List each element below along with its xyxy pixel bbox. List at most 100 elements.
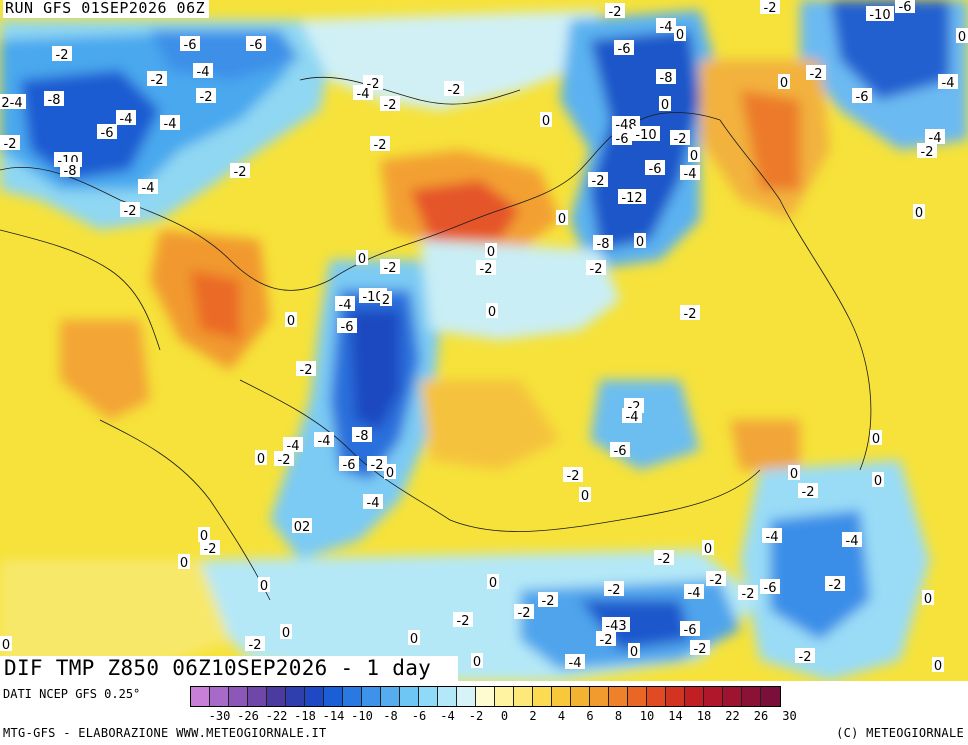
contour-label: -2	[609, 5, 622, 20]
contour-label: -2	[384, 98, 397, 113]
contour-label: 0	[282, 626, 290, 641]
contour-label-bg	[245, 636, 265, 651]
contour-label-bg	[453, 612, 473, 627]
contour-label: -8	[48, 93, 61, 108]
colorbar-tick-label: -18	[294, 709, 316, 723]
contour-label: 0	[581, 489, 589, 504]
contour-label-bg	[688, 147, 700, 162]
colorbar-swatch	[685, 687, 704, 706]
contour-label-bg	[674, 26, 686, 41]
contour-label: 0	[915, 206, 923, 221]
contour-label: -2	[56, 48, 69, 63]
contour-label: -2	[710, 573, 723, 588]
contour-label-bg	[296, 361, 316, 376]
contour-label-bg	[610, 442, 630, 457]
contour-label-bg	[408, 630, 420, 645]
colorbar-tick-label: -14	[322, 709, 345, 723]
colorbar-swatch	[248, 687, 267, 706]
colorbar-swatch	[609, 687, 628, 706]
contour-label-bg	[0, 94, 26, 109]
contour-label-bg	[356, 250, 368, 265]
contour-label: -2	[249, 638, 262, 653]
contour-label-bg	[680, 305, 700, 320]
contour-label-bg	[200, 540, 220, 555]
contour-label: -2	[600, 633, 613, 648]
contour-label-bg	[684, 584, 704, 599]
contour-label: 0	[200, 529, 208, 544]
contour-label-bg	[0, 636, 12, 651]
contour-label-bg	[586, 260, 606, 275]
contour-label: 0	[287, 314, 295, 329]
colorbar-tick-label: -4	[440, 709, 455, 723]
contour-label-bg	[476, 260, 496, 275]
colorbar-tick-label: -2	[468, 709, 484, 723]
colorbar-swatch	[419, 687, 438, 706]
credit-left: MTG-GFS - ELABORAZIONE WWW.METEOGIORNALE…	[3, 726, 327, 740]
contour-label-bg	[370, 136, 390, 151]
contour-label-bg	[738, 585, 758, 600]
contour-label: -10	[869, 8, 890, 23]
contour-label: -2	[829, 578, 842, 593]
contour-label-bg	[618, 189, 646, 204]
contour-label: 0	[487, 245, 495, 260]
contour-label: -6	[684, 623, 697, 638]
contour-label: -4	[367, 496, 380, 511]
contour-label: -4	[942, 76, 955, 91]
contour-label-bg	[938, 74, 958, 89]
contour-label-bg	[788, 465, 800, 480]
contour-label: 0	[874, 474, 882, 489]
contour-label: -4	[684, 167, 697, 182]
contour-label: -4	[142, 181, 155, 196]
contour-label: 0	[676, 28, 684, 43]
contour-label-bg	[670, 130, 690, 145]
contour-label-bg	[367, 456, 387, 471]
contour-label: -6	[614, 444, 627, 459]
contour-label: -4	[164, 117, 177, 132]
contour-label-bg	[283, 437, 303, 452]
contour-label-bg	[563, 467, 583, 482]
contour-label: -2	[674, 132, 687, 147]
contour-label-bg	[596, 631, 616, 646]
contour-label: -6	[856, 90, 869, 105]
colorbar-swatch	[191, 687, 210, 706]
map-canvas: -2-6 -6-4-2-2-82-4-4 -4-6-2-10-8 -2-4-2-2-4…	[0, 0, 968, 681]
contour-label: -2	[567, 469, 580, 484]
contour-label-bg	[760, 0, 780, 14]
colorbar-swatch	[533, 687, 552, 706]
colorbar-tick-label: 8	[614, 709, 623, 723]
contour-label-bg	[806, 65, 826, 80]
contour-label: -43	[605, 619, 626, 634]
colorbar-swatch	[362, 687, 381, 706]
contour-label: 0	[2, 638, 10, 653]
contour-label-bg	[444, 81, 464, 96]
contour-label: -2	[480, 262, 493, 277]
contour-label: 0	[872, 432, 880, 447]
contour-label-bg	[292, 518, 312, 533]
map-title: DIF TMP Z850 06Z10SEP2026 - 1 day	[0, 656, 458, 681]
contour-label: -2	[200, 90, 213, 105]
contour-label: -2	[300, 363, 313, 378]
contour-label: -4	[339, 298, 352, 313]
contour-label: 2	[382, 293, 390, 308]
contour-label: -2	[151, 73, 164, 88]
colorbar-swatch	[552, 687, 571, 706]
contour-label-bg	[612, 130, 632, 145]
contour-label-bg	[246, 36, 266, 51]
contour-label: -2	[742, 587, 755, 602]
temperature-map[interactable]: -2 -6 -6 -4 -2 -2 -8 2-4 -4 -4 -6 -2 -10 -8 -2 -4 -2 -2 -4…	[0, 0, 968, 681]
contour-label-bg	[230, 163, 250, 178]
contour-label-bg	[778, 74, 790, 89]
contour-label-bg	[680, 621, 700, 636]
colorbar-swatch	[742, 687, 761, 706]
contour-label-bg	[895, 0, 915, 13]
contour-label: -2	[810, 67, 823, 82]
contour-label-bg	[605, 3, 625, 18]
colorbar-swatch	[381, 687, 400, 706]
contour-label-bg	[956, 28, 968, 43]
contour-label: -2	[608, 583, 621, 598]
contour-label: -4	[318, 434, 331, 449]
contour-label-bg	[579, 487, 591, 502]
colorbar-swatch	[723, 687, 742, 706]
contour-label: 0	[934, 659, 942, 674]
contour-label-bg	[538, 592, 558, 607]
